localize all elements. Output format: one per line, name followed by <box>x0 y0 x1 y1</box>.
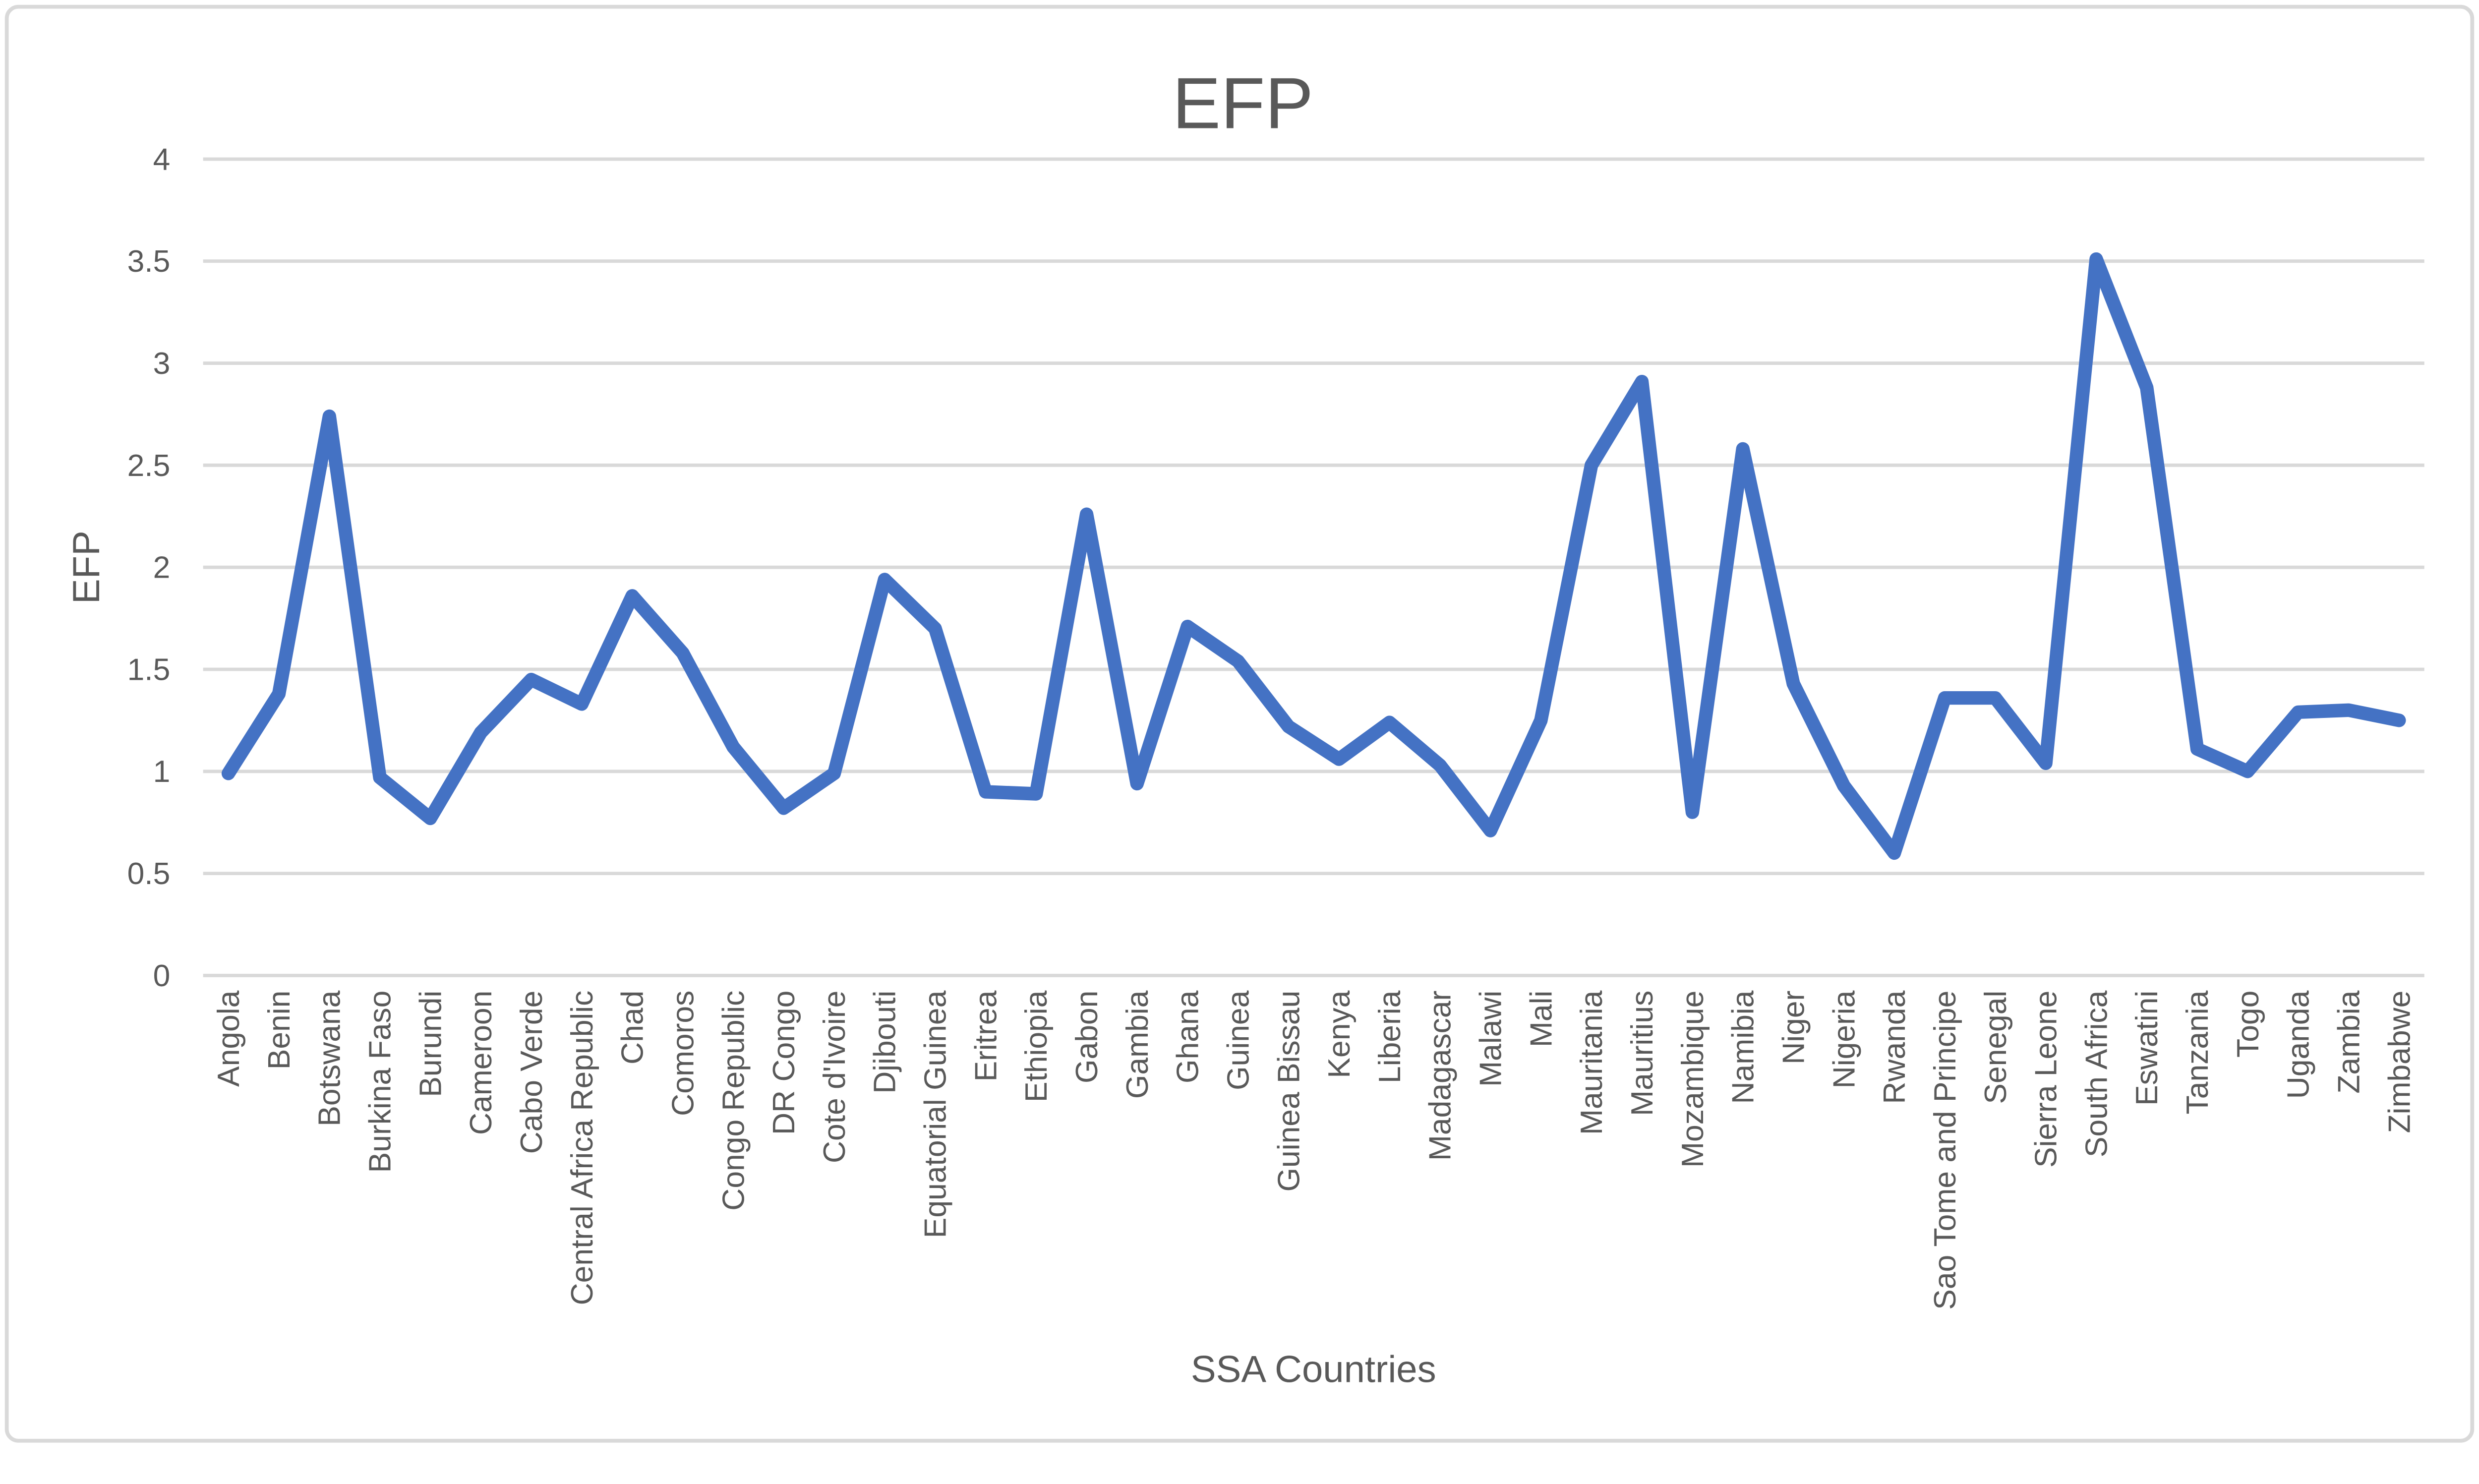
x-category-label: Malawi <box>1474 991 1508 1087</box>
x-category-label: Sierra Leone <box>2029 991 2064 1168</box>
x-category-label: Namibia <box>1726 990 1761 1104</box>
y-tick-label: 1.5 <box>127 652 171 687</box>
x-category-label: South Africa <box>2079 990 2114 1157</box>
x-category-label: Guinea <box>1221 990 1255 1090</box>
x-category-label: Congo Republic <box>716 991 751 1211</box>
y-tick-label: 3.5 <box>127 244 171 279</box>
x-category-label: Senegal <box>1978 991 2013 1104</box>
x-category-label: Madagascar <box>1423 991 1458 1161</box>
x-category-label: Guinea Bissau <box>1271 991 1306 1192</box>
x-category-label: Comoros <box>665 991 700 1116</box>
x-category-label: Gabon <box>1069 991 1104 1083</box>
x-category-label: Togo <box>2231 991 2265 1058</box>
y-tick-label: 1 <box>153 754 171 789</box>
x-category-label: Ethiopia <box>1019 990 1054 1102</box>
x-category-label: Central Africa Republic <box>565 991 599 1306</box>
y-tick-label: 2.5 <box>127 448 171 483</box>
x-category-label: Niger <box>1776 991 1811 1065</box>
x-category-label: Zimbabwe <box>2382 991 2417 1133</box>
x-category-label: Cameroon <box>464 991 498 1135</box>
x-category-label: Angola <box>211 990 246 1087</box>
x-category-label: Kenya <box>1322 990 1357 1078</box>
x-category-label: Eritrea <box>968 990 1003 1081</box>
x-category-label: Tanzania <box>2180 990 2215 1114</box>
x-category-label: Equatorial Guinea <box>918 990 953 1238</box>
x-category-label: Mali <box>1524 991 1558 1047</box>
x-category-label: Cote d'Ivoire <box>817 991 852 1163</box>
x-category-label: Burkina Faso <box>363 991 398 1173</box>
y-axis-tick-labels: 0 0.5 1 1.5 2 2.5 3 3.5 4 <box>127 142 171 993</box>
chart-title: EFP <box>1173 63 1314 144</box>
x-category-label: DR Congo <box>767 991 801 1135</box>
y-axis-title: EFP <box>65 531 108 604</box>
x-category-label: Nigeria <box>1827 990 1861 1088</box>
y-tick-label: 4 <box>153 142 171 177</box>
x-axis-category-labels: Angola Benin Botswana Burkina Faso Burundi Ca… <box>211 990 2417 1309</box>
y-tick-label: 3 <box>153 346 171 381</box>
x-category-label: Chad <box>615 991 650 1065</box>
x-category-label: Uganda <box>2281 990 2316 1099</box>
x-category-label: Ghana <box>1171 990 1205 1083</box>
gridlines <box>203 157 2424 977</box>
efp-line-series <box>221 252 2406 860</box>
x-category-label: Benin <box>262 991 296 1070</box>
data-series <box>221 252 2406 860</box>
x-category-label: Eswatini <box>2129 991 2164 1106</box>
y-tick-label: 2 <box>153 550 171 585</box>
x-category-label: Botswana <box>312 990 347 1126</box>
x-category-label: Mozambique <box>1675 991 1710 1168</box>
efp-line-chart: 0 0.5 1 1.5 2 2.5 3 3.5 4 Angola Benin Botswana Bur… <box>4 4 2475 1443</box>
x-category-label: Mauritania <box>1574 990 1609 1135</box>
x-category-label: Sao Tome and Principe <box>1928 991 1962 1310</box>
x-category-label: Zambia <box>2331 990 2366 1093</box>
x-category-label: Gambia <box>1120 990 1155 1099</box>
y-tick-label: 0 <box>153 958 171 993</box>
chart-canvas: 0 0.5 1 1.5 2 2.5 3 3.5 4 Angola Benin Botswana Bur… <box>4 4 2475 1443</box>
x-category-label: Djibouti <box>868 991 902 1094</box>
x-category-label: Rwanda <box>1877 990 1912 1104</box>
x-category-label: Cabo Verde <box>514 991 549 1154</box>
chart-border <box>4 4 2475 1443</box>
x-axis-title: SSA Countries <box>1191 1349 1436 1391</box>
x-category-label: Mauritius <box>1625 991 1659 1116</box>
x-category-label: Liberia <box>1372 990 1407 1083</box>
y-tick-label: 0.5 <box>127 856 171 891</box>
x-category-label: Burundi <box>413 991 448 1097</box>
